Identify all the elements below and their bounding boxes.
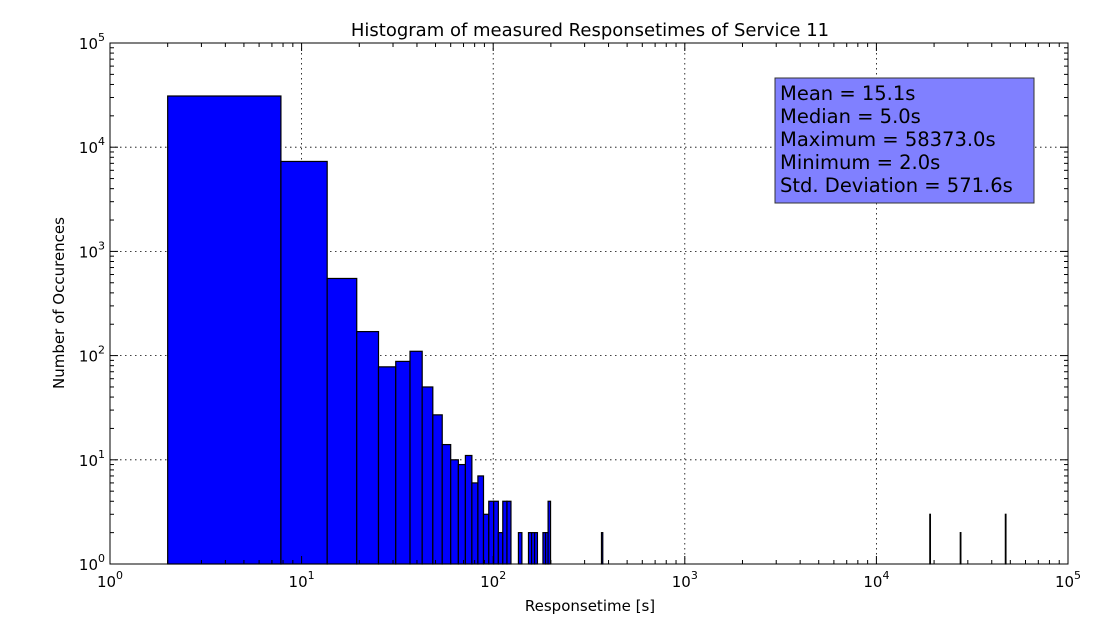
y-tick-label: 105 bbox=[79, 31, 105, 53]
y-tick-label: 103 bbox=[79, 239, 105, 261]
histogram-bar bbox=[457, 463, 467, 565]
histogram-bar bbox=[421, 386, 434, 565]
histogram-bar bbox=[547, 500, 552, 565]
x-tick-label: 101 bbox=[289, 569, 315, 591]
histogram-bar bbox=[477, 475, 485, 565]
histogram-bar bbox=[326, 277, 358, 565]
histogram-bar bbox=[493, 500, 499, 565]
histogram-bar bbox=[409, 350, 423, 565]
histogram-bar bbox=[1004, 513, 1007, 565]
y-axis-label: Number of Occurences bbox=[50, 217, 68, 389]
stats-mean: Mean = 15.1s bbox=[780, 82, 915, 105]
histogram-bar bbox=[432, 414, 443, 565]
y-tick-label: 104 bbox=[79, 135, 105, 157]
histogram-bar bbox=[600, 532, 604, 565]
histogram-bar bbox=[482, 513, 490, 565]
y-tick-labels: 100 101 102 103 104 105 bbox=[79, 31, 105, 574]
y-tick-label: 101 bbox=[79, 448, 105, 470]
histogram-bar bbox=[502, 500, 508, 565]
y-tick-label: 102 bbox=[79, 344, 105, 366]
histogram-bar bbox=[464, 454, 473, 565]
histogram-bar bbox=[929, 513, 932, 565]
histogram-bar bbox=[167, 95, 282, 565]
histogram-bar bbox=[441, 443, 452, 565]
histogram-bar bbox=[356, 330, 380, 565]
x-tick-label: 103 bbox=[672, 569, 698, 591]
histogram-bar bbox=[395, 360, 411, 565]
histogram-bar bbox=[959, 532, 962, 565]
statistics-box: Mean = 15.1s Median = 5.0s Maximum = 583… bbox=[774, 77, 1035, 204]
plot-frame bbox=[109, 42, 1069, 565]
histogram-bar bbox=[471, 482, 479, 565]
stats-median: Median = 5.0s bbox=[780, 105, 921, 128]
y-tick-label: 100 bbox=[79, 552, 105, 574]
x-tick-label: 100 bbox=[97, 569, 123, 591]
x-tick-label: 104 bbox=[863, 569, 889, 591]
histogram-bar bbox=[488, 500, 495, 565]
x-tick-labels: 100 101 102 103 104 105 bbox=[97, 569, 1081, 591]
stats-std-deviation: Std. Deviation = 571.6s bbox=[780, 174, 1013, 197]
x-tick-label: 105 bbox=[1055, 569, 1081, 591]
stats-maximum: Maximum = 58373.0s bbox=[780, 128, 996, 151]
histogram-bar bbox=[450, 459, 459, 565]
histogram-bars bbox=[167, 95, 1007, 565]
chart-title: Histogram of measured Responsetimes of S… bbox=[351, 20, 829, 41]
histogram-bar bbox=[377, 366, 397, 565]
histogram-bar bbox=[517, 532, 523, 565]
x-tick-label: 102 bbox=[480, 569, 506, 591]
stats-minimum: Minimum = 2.0s bbox=[780, 151, 940, 174]
histogram-bar bbox=[533, 532, 539, 565]
x-axis-label: Responsetime [s] bbox=[525, 597, 655, 615]
histogram-bar bbox=[506, 500, 512, 565]
histogram-bar bbox=[497, 532, 504, 565]
histogram-bar bbox=[280, 160, 328, 565]
axis-ticks bbox=[109, 42, 1069, 565]
statistics-box-background bbox=[774, 77, 1035, 204]
